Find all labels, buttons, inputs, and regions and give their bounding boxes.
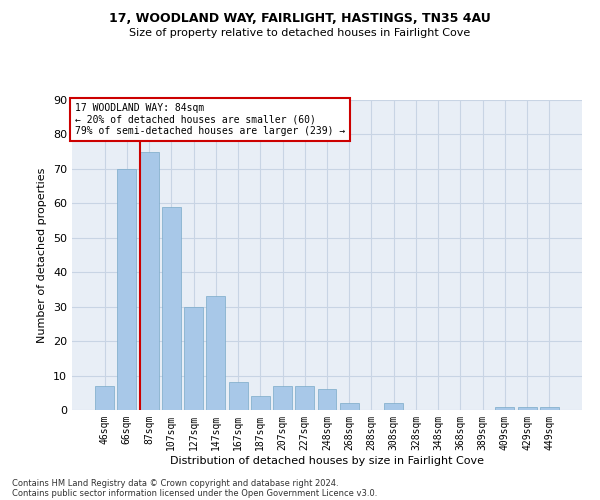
Bar: [118, 169, 136, 410]
Bar: [184, 306, 203, 410]
Bar: [273, 386, 292, 410]
Bar: [95, 386, 114, 410]
Bar: [317, 390, 337, 410]
Bar: [540, 406, 559, 410]
Text: Size of property relative to detached houses in Fairlight Cove: Size of property relative to detached ho…: [130, 28, 470, 38]
Bar: [206, 296, 225, 410]
Bar: [384, 403, 403, 410]
Bar: [251, 396, 270, 410]
Bar: [496, 406, 514, 410]
Text: 17 WOODLAND WAY: 84sqm
← 20% of detached houses are smaller (60)
79% of semi-det: 17 WOODLAND WAY: 84sqm ← 20% of detached…: [74, 103, 345, 136]
Y-axis label: Number of detached properties: Number of detached properties: [37, 168, 47, 342]
Bar: [162, 207, 181, 410]
Bar: [140, 152, 158, 410]
Text: 17, WOODLAND WAY, FAIRLIGHT, HASTINGS, TN35 4AU: 17, WOODLAND WAY, FAIRLIGHT, HASTINGS, T…: [109, 12, 491, 26]
Text: Contains public sector information licensed under the Open Government Licence v3: Contains public sector information licen…: [12, 488, 377, 498]
Bar: [340, 403, 359, 410]
Bar: [295, 386, 314, 410]
Bar: [229, 382, 248, 410]
Text: Contains HM Land Registry data © Crown copyright and database right 2024.: Contains HM Land Registry data © Crown c…: [12, 478, 338, 488]
Bar: [518, 406, 536, 410]
X-axis label: Distribution of detached houses by size in Fairlight Cove: Distribution of detached houses by size …: [170, 456, 484, 466]
